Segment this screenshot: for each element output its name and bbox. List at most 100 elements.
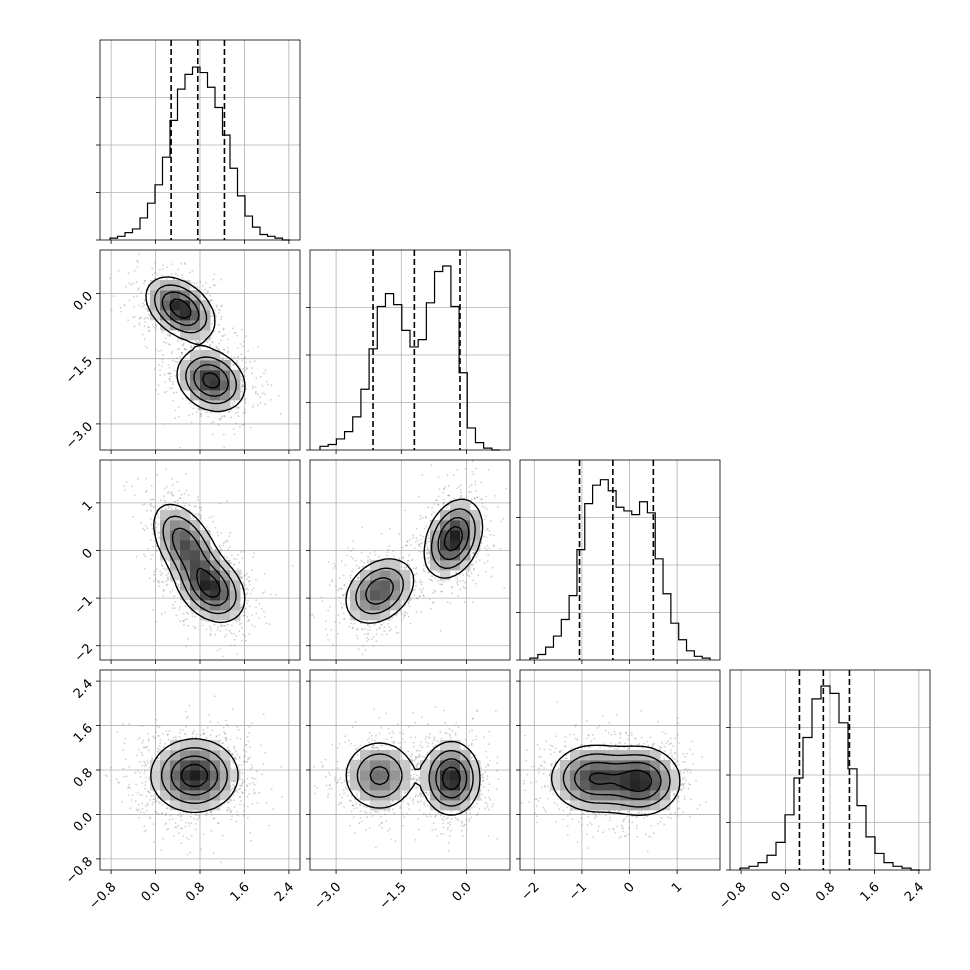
joint-panel-r3-c0-point (225, 723, 228, 726)
joint-panel-r2-c1-point (480, 497, 483, 500)
joint-panel-r3-c0-point (253, 789, 255, 791)
joint-panel-r1-c0-point (241, 384, 244, 387)
joint-panel-r1-c0-point (147, 317, 150, 319)
joint-panel-r1-c0-point (168, 366, 171, 369)
joint-panel-r1-c0-point (227, 350, 230, 353)
joint-panel-r3-c0-point (233, 747, 236, 750)
joint-panel-r2-c0-point (228, 630, 231, 632)
joint-panel-r2-c1-point (369, 552, 371, 555)
joint-panel-r2-c1-point (447, 494, 449, 497)
joint-panel-r3-c0-point (262, 713, 265, 716)
joint-panel-r1-c0-point (236, 411, 239, 414)
joint-panel-r1-c0-point (146, 308, 149, 311)
joint-panel-r2-c1-point (486, 560, 489, 563)
joint-panel-r3-c0-point (152, 798, 155, 801)
joint-panel-r3-c0-point (231, 815, 233, 817)
joint-panel-r1-c0-point (233, 401, 236, 403)
joint-panel-r3-c0-point (232, 761, 235, 764)
joint-panel-r2-c0-point (143, 529, 146, 532)
joint-panel-r1-c0-point (227, 338, 229, 341)
joint-panel-r3-c0-point (241, 782, 244, 784)
joint-panel-r2-c0-point (165, 584, 168, 587)
joint-panel-r1-c0-point (161, 268, 164, 270)
joint-panel-r2-c1-point (426, 540, 429, 543)
joint-panel-r2-c1-point (393, 555, 395, 558)
joint-panel-r1-c0-point (210, 299, 213, 301)
joint-panel-r2-c0-point (246, 578, 249, 581)
joint-panel-r1-c0-point (156, 273, 159, 276)
joint-panel-r2-c0-point (268, 623, 271, 626)
joint-panel-r2-c0-point (160, 560, 163, 563)
joint-panel-r3-c0-point (188, 704, 191, 707)
joint-panel-r2-c0-point (187, 601, 190, 604)
joint-panel-r3-c0-point (146, 745, 149, 748)
joint-panel-r1-c0-point (236, 334, 239, 337)
joint-panel-r3-c0-point (169, 814, 172, 817)
joint-panel-r3-c0-point (249, 768, 252, 770)
joint-panel-r1-c0-point (211, 315, 213, 317)
joint-panel-r2-c1-point (408, 563, 411, 566)
joint-panel-r3-c0-point (259, 744, 262, 747)
joint-panel-r2-c1-point (470, 572, 473, 574)
joint-panel-r2-c0-point (240, 576, 242, 579)
joint-panel-r2-c0-point (160, 499, 162, 501)
joint-panel-r1-c0-point (233, 400, 236, 403)
joint-panel-r3-c0-point (142, 746, 145, 749)
joint-panel-r2-c1-point (335, 585, 337, 588)
joint-panel-r2-c1-point (412, 534, 414, 536)
joint-panel-r2-c1-point (438, 488, 441, 491)
joint-panel-r1-c0-point (231, 402, 234, 405)
joint-panel-r2-c1-point (409, 538, 411, 541)
joint-panel-r2-c0-point (185, 489, 188, 492)
joint-panel-r3-c0-point (178, 736, 181, 738)
joint-panel-r2-c0-point (161, 572, 164, 575)
joint-panel-r3-c0-point (194, 813, 197, 816)
joint-panel-r3-c0-point (216, 822, 219, 824)
joint-panel-r2-c1-point (476, 496, 478, 499)
joint-panel-r3-c0-point (236, 810, 239, 813)
joint-panel-r2-c1-point (333, 562, 335, 565)
joint-panel-r1-c0-point (232, 428, 235, 430)
joint-panel-r3-c0-point (242, 781, 245, 784)
joint-panel-r1-c0-point (243, 375, 246, 378)
joint-panel-r2-c0-point (212, 520, 215, 523)
joint-panel-r2-c0-point (263, 573, 266, 575)
joint-panel-r1-c0-point (242, 424, 244, 426)
joint-panel-r1-c0-point (233, 332, 236, 334)
joint-panel-r3-c0-point (242, 810, 245, 812)
joint-panel-r2-c0-point (157, 516, 160, 519)
joint-panel-r1-c0-point (222, 328, 225, 331)
joint-panel-r3-c0-point (137, 770, 139, 772)
joint-panel-r3-c0-point (149, 817, 152, 820)
joint-panel-r1-c0-point (218, 330, 220, 333)
joint-panel-r2-c0-point (233, 638, 236, 641)
joint-panel-r2-c1-point (338, 596, 341, 599)
joint-panel-r1-c0-point (209, 345, 212, 347)
joint-panel-r2-c1-point (373, 624, 376, 626)
joint-panel-r3-c0-point (157, 747, 160, 750)
joint-panel-r3-c0-point (235, 789, 238, 791)
joint-panel-r1-c0-point (244, 356, 247, 359)
joint-panel-r1-c0-point (137, 260, 140, 263)
joint-panel-r2-c0-point (210, 546, 212, 549)
joint-panel-r1-c0-point (119, 306, 122, 309)
joint-panel-r2-c0-point (165, 574, 168, 577)
joint-panel-r3-c0-point (135, 783, 138, 786)
joint-panel-r2-c1-point (431, 579, 434, 582)
joint-panel-r2-c1-point (388, 527, 391, 530)
joint-panel-r1-c0-point (213, 273, 216, 276)
joint-panel-r2-c0-point (144, 477, 147, 480)
joint-panel-r3-c0-point (197, 817, 200, 820)
joint-panel-r1-c0-point (223, 415, 226, 418)
joint-panel-r1-c0-point (232, 363, 235, 366)
joint-panel-r1-c0-point (218, 342, 220, 345)
joint-panel-r3-c0-point (180, 842, 183, 845)
joint-panel-r2-c1-point (350, 550, 352, 552)
joint-panel-r3-c0-point (234, 758, 237, 761)
joint-panel-r2-c1-point (438, 570, 441, 573)
joint-panel-r1-c0-point (190, 421, 193, 424)
joint-panel-r2-c0-point (187, 637, 190, 640)
joint-panel-r3-c0-point (125, 775, 128, 778)
joint-panel-r3-c0-point (225, 736, 227, 739)
joint-panel-r2-c0-point (216, 629, 219, 632)
